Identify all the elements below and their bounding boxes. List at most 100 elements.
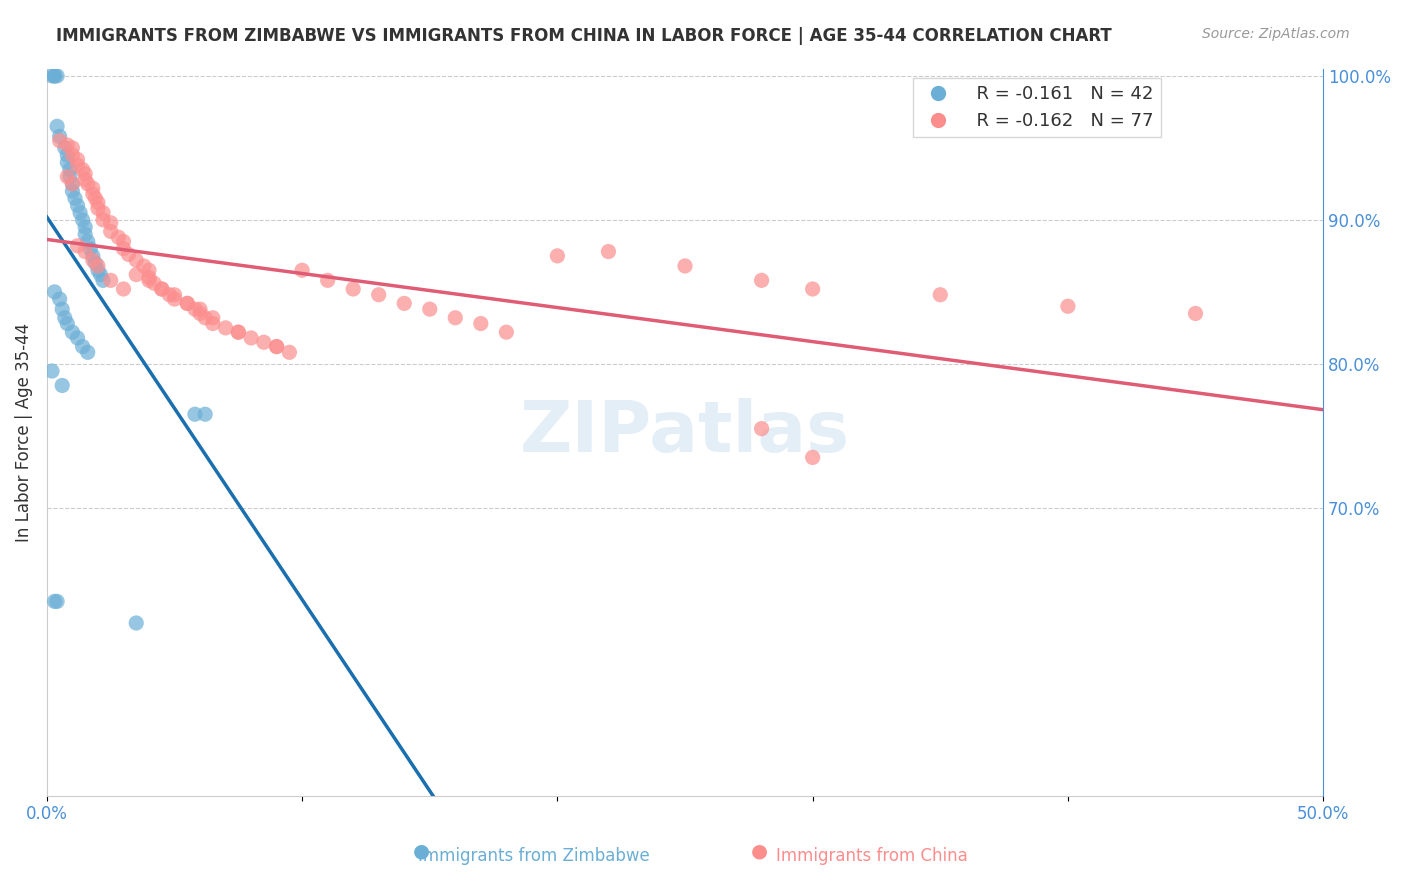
Immigrants from Zimbabwe	[53, 141, 76, 155]
Immigrants from Zimbabwe	[41, 69, 63, 83]
Immigrants from China	[163, 287, 186, 301]
Immigrants from Zimbabwe	[46, 69, 69, 83]
Immigrants from Zimbabwe	[56, 317, 79, 331]
Immigrants from Zimbabwe	[87, 263, 110, 277]
Immigrants from China	[673, 259, 696, 273]
Immigrants from China	[125, 268, 148, 282]
Immigrants from China	[266, 340, 288, 354]
Immigrants from China	[87, 195, 110, 210]
Immigrants from Zimbabwe	[44, 594, 66, 608]
Immigrants from Zimbabwe	[91, 273, 114, 287]
Immigrants from Zimbabwe	[44, 285, 66, 299]
Immigrants from China	[801, 282, 824, 296]
Immigrants from China	[163, 292, 186, 306]
Text: Immigrants from Zimbabwe: Immigrants from Zimbabwe	[419, 847, 650, 865]
Immigrants from China	[184, 302, 207, 317]
Immigrants from China	[176, 296, 198, 310]
Immigrants from China	[228, 325, 250, 339]
Immigrants from China	[87, 259, 110, 273]
Text: ZIPatlas: ZIPatlas	[520, 398, 851, 467]
Immigrants from China	[82, 253, 104, 268]
Immigrants from China	[367, 287, 389, 301]
Immigrants from Zimbabwe	[44, 69, 66, 83]
Immigrants from Zimbabwe	[62, 177, 84, 191]
Immigrants from Zimbabwe	[79, 242, 101, 256]
Immigrants from Zimbabwe	[75, 220, 97, 235]
Immigrants from Zimbabwe	[46, 120, 69, 134]
Immigrants from China	[56, 138, 79, 153]
Immigrants from Zimbabwe	[41, 364, 63, 378]
Immigrants from China	[316, 273, 339, 287]
Immigrants from China	[143, 277, 166, 291]
Immigrants from Zimbabwe	[62, 184, 84, 198]
Immigrants from China	[138, 273, 160, 287]
Text: IMMIGRANTS FROM ZIMBABWE VS IMMIGRANTS FROM CHINA IN LABOR FORCE | AGE 35-44 COR: IMMIGRANTS FROM ZIMBABWE VS IMMIGRANTS F…	[56, 27, 1112, 45]
Immigrants from China	[188, 306, 211, 320]
Immigrants from Zimbabwe	[84, 256, 107, 270]
Immigrants from Zimbabwe	[51, 378, 73, 392]
Immigrants from Zimbabwe	[44, 69, 66, 83]
Y-axis label: In Labor Force | Age 35-44: In Labor Force | Age 35-44	[15, 323, 32, 541]
Immigrants from China	[75, 172, 97, 186]
Immigrants from China	[240, 331, 263, 345]
Immigrants from China	[1184, 306, 1206, 320]
Immigrants from China	[132, 259, 155, 273]
Immigrants from China	[112, 235, 135, 249]
Immigrants from China	[138, 270, 160, 285]
Immigrants from China	[546, 249, 568, 263]
Immigrants from China	[194, 310, 217, 325]
Immigrants from China	[419, 302, 441, 317]
Immigrants from Zimbabwe	[72, 213, 94, 227]
Immigrants from China	[117, 247, 139, 261]
Immigrants from Zimbabwe	[66, 331, 89, 345]
Immigrants from China	[394, 296, 416, 310]
Immigrants from China	[100, 224, 122, 238]
Text: ●: ●	[413, 842, 430, 861]
Immigrants from China	[214, 321, 236, 335]
Immigrants from China	[444, 310, 467, 325]
Immigrants from Zimbabwe	[56, 148, 79, 162]
Immigrants from China	[107, 230, 129, 244]
Immigrants from China	[48, 134, 70, 148]
Text: ●: ●	[751, 842, 768, 861]
Immigrants from Zimbabwe	[89, 268, 111, 282]
Immigrants from China	[112, 282, 135, 296]
Immigrants from Zimbabwe	[72, 340, 94, 354]
Immigrants from China	[201, 310, 224, 325]
Immigrants from China	[100, 273, 122, 287]
Immigrants from Zimbabwe	[69, 205, 91, 219]
Immigrants from China	[138, 263, 160, 277]
Immigrants from China	[751, 273, 773, 287]
Immigrants from China	[82, 181, 104, 195]
Immigrants from China	[1057, 299, 1080, 313]
Immigrants from China	[62, 148, 84, 162]
Immigrants from Zimbabwe	[63, 191, 86, 205]
Immigrants from Zimbabwe	[46, 594, 69, 608]
Text: Source: ZipAtlas.com: Source: ZipAtlas.com	[1202, 27, 1350, 41]
Immigrants from China	[266, 340, 288, 354]
Immigrants from Zimbabwe	[56, 155, 79, 169]
Immigrants from Zimbabwe	[82, 249, 104, 263]
Immigrants from Zimbabwe	[59, 162, 82, 177]
Immigrants from China	[201, 317, 224, 331]
Immigrants from China	[495, 325, 517, 339]
Immigrants from China	[91, 213, 114, 227]
Immigrants from Zimbabwe	[62, 325, 84, 339]
Immigrants from China	[66, 239, 89, 253]
Immigrants from China	[62, 177, 84, 191]
Immigrants from China	[125, 253, 148, 268]
Immigrants from Zimbabwe	[51, 302, 73, 317]
Immigrants from Zimbabwe	[125, 615, 148, 630]
Immigrants from Zimbabwe	[184, 407, 207, 421]
Immigrants from Zimbabwe	[53, 310, 76, 325]
Immigrants from China	[150, 282, 173, 296]
Immigrants from China	[56, 169, 79, 184]
Immigrants from China	[598, 244, 620, 259]
Text: Immigrants from China: Immigrants from China	[776, 847, 967, 865]
Immigrants from China	[342, 282, 364, 296]
Legend:   R = -0.161   N = 42,   R = -0.162   N = 77: R = -0.161 N = 42, R = -0.162 N = 77	[912, 78, 1161, 137]
Immigrants from China	[100, 216, 122, 230]
Immigrants from China	[801, 450, 824, 465]
Immigrants from China	[157, 287, 180, 301]
Immigrants from China	[291, 263, 314, 277]
